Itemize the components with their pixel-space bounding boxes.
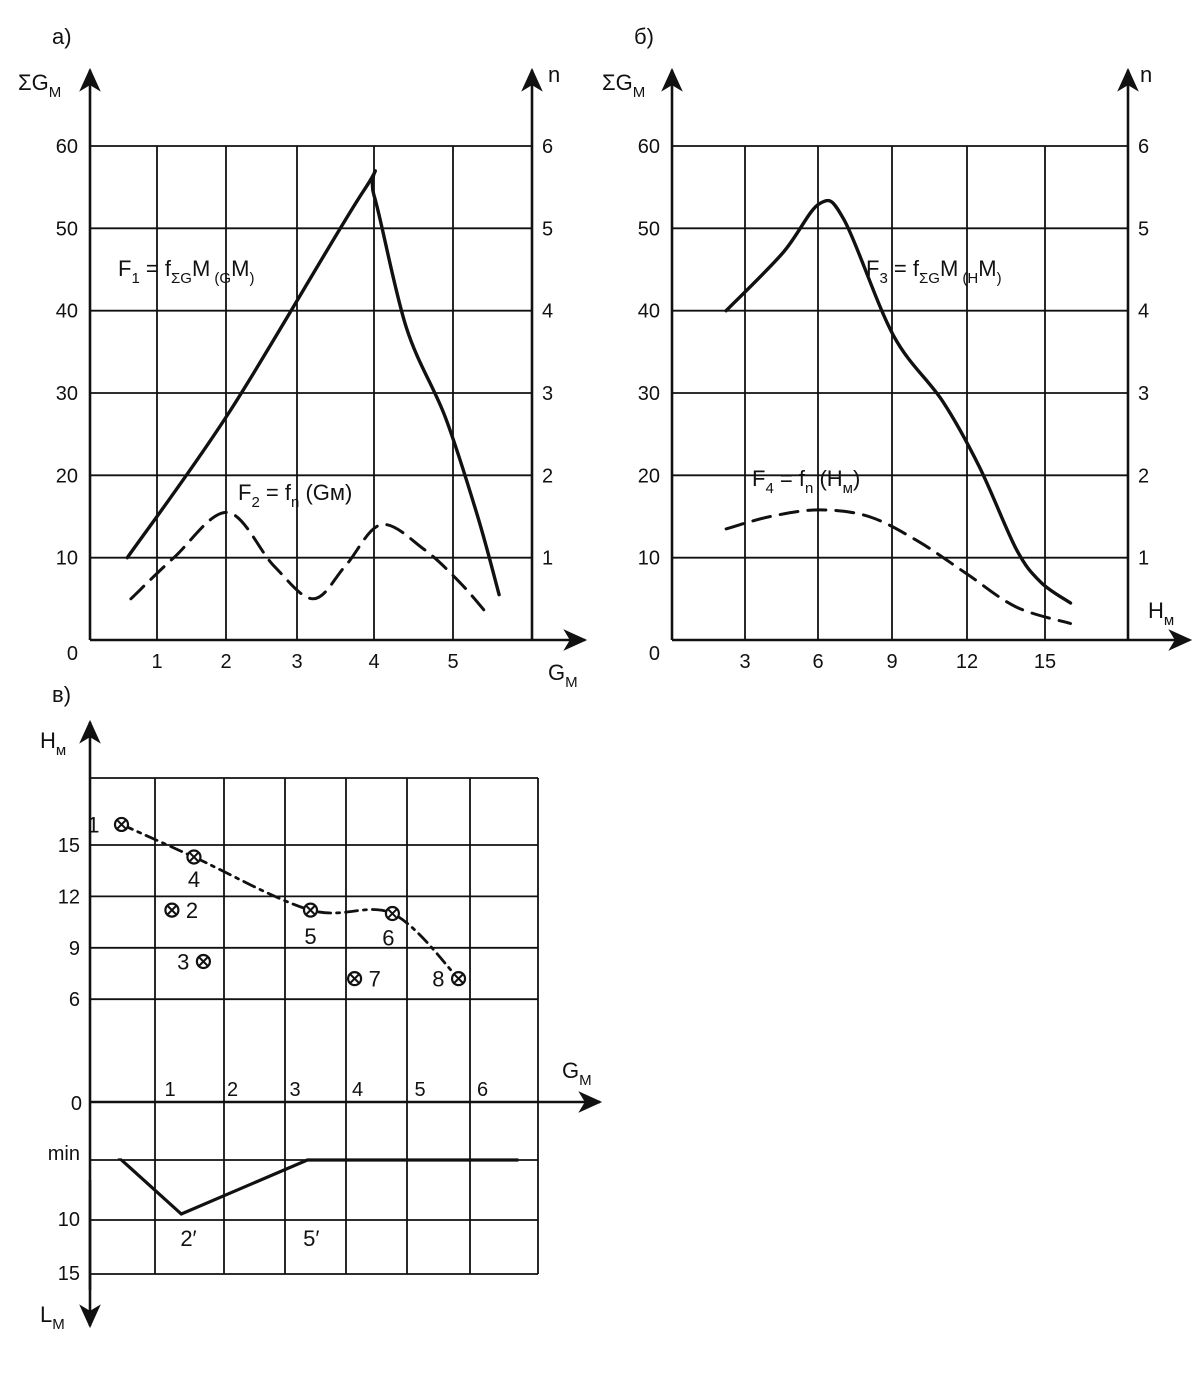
x-tick-label: 1 (164, 1079, 175, 1101)
series-line-solid (125, 169, 501, 597)
y-left-tick-label: 40 (56, 301, 78, 323)
y-left-tick-label: 50 (638, 218, 660, 240)
y-right-tick-label: 2 (1138, 465, 1149, 487)
panel-label: б) (634, 24, 654, 49)
x-tick-label: 3 (739, 651, 750, 673)
y-left-tick-label: 10 (56, 548, 78, 570)
series-line-dashed (129, 510, 490, 617)
y-right-axis-title: n (1140, 62, 1152, 87)
data-point-cross (166, 904, 178, 916)
origin-label: 0 (71, 1093, 82, 1115)
series-label: F2 = fn (Gм) (238, 480, 352, 511)
y-left-tick-label: 40 (638, 301, 660, 323)
y-right-tick-label: 4 (1138, 301, 1149, 323)
y-right-axis-title: n (548, 62, 560, 87)
x-tick-label: 4 (352, 1079, 363, 1101)
data-point-cross (198, 956, 209, 967)
x-tick-label: 5 (414, 1079, 425, 1101)
point-label: 8 (432, 967, 444, 992)
y-right-tick-label: 5 (542, 218, 553, 240)
y-right-tick-label: 1 (1138, 548, 1149, 570)
series-label: F3 = fΣGМ (HМ) (866, 256, 1002, 287)
x-axis-title: GМ (548, 660, 578, 691)
point-label: 6 (382, 926, 394, 951)
x-axis-title: GМ (562, 1058, 592, 1089)
y-top-tick-label: 6 (69, 989, 80, 1011)
x-tick-label: 9 (886, 651, 897, 673)
y-right-tick-label: 1 (542, 548, 553, 570)
y-right-tick-label: 5 (1138, 218, 1149, 240)
series-label: F4 = fn (Hм) (752, 466, 860, 497)
data-point-cross (188, 851, 200, 863)
y-left-tick-label: 30 (638, 383, 660, 405)
x-tick-label: 5 (447, 651, 458, 673)
data-point-cross (305, 904, 316, 916)
y-right-tick-label: 6 (542, 136, 553, 158)
step-label: 5′ (303, 1226, 319, 1251)
x-tick-label: 3 (289, 1079, 300, 1101)
panel-label: в) (52, 682, 71, 707)
y-bottom-axis-title: LМ (40, 1302, 65, 1333)
x-tick-label: 2 (227, 1079, 238, 1101)
y-right-tick-label: 3 (542, 383, 553, 405)
y-left-tick-label: 20 (56, 465, 78, 487)
origin-label: 0 (649, 643, 660, 665)
x-tick-label: 12 (956, 651, 978, 673)
y-top-tick-label: 12 (58, 886, 80, 908)
y-right-tick-label: 4 (542, 301, 553, 323)
y-left-tick-label: 30 (56, 383, 78, 405)
point-label: 3 (177, 950, 189, 975)
data-point-cross (387, 908, 398, 919)
x-tick-label: 4 (368, 651, 379, 673)
step-line (117, 1158, 519, 1216)
x-tick-label: 6 (812, 651, 823, 673)
series-label: F1 = fΣGМ (GМ) (118, 256, 254, 287)
dash-dot-path (120, 823, 460, 980)
series-line-dashed (724, 508, 1072, 625)
y-left-tick-label: 50 (56, 218, 78, 240)
point-label: 2 (186, 898, 198, 923)
point-label: 7 (369, 967, 381, 992)
y-left-axis-title: ΣGМ (602, 70, 645, 101)
x-tick-label: 6 (477, 1079, 488, 1101)
y-left-axis-title: ΣGМ (18, 70, 61, 101)
point-label: 4 (188, 867, 200, 892)
data-point-cross (453, 973, 464, 984)
y-bottom-tick-label: 10 (58, 1209, 80, 1231)
x-axis-title: Hм (1148, 598, 1174, 629)
x-tick-label: 1 (151, 651, 162, 673)
y-left-tick-label: 20 (638, 465, 660, 487)
y-left-tick-label: 60 (638, 136, 660, 158)
y-top-tick-label: 15 (58, 835, 80, 857)
x-tick-label: 3 (291, 651, 302, 673)
y-right-tick-label: 6 (1138, 136, 1149, 158)
y-left-tick-label: 60 (56, 136, 78, 158)
y-bottom-tick-label: min (48, 1143, 80, 1165)
panel-label: а) (52, 24, 72, 49)
series-line-solid (724, 198, 1073, 605)
data-point-cross (116, 819, 127, 830)
y-top-tick-label: 9 (69, 938, 80, 960)
x-tick-label: 2 (220, 651, 231, 673)
y-left-tick-label: 10 (638, 548, 660, 570)
y-right-tick-label: 3 (1138, 383, 1149, 405)
origin-label: 0 (67, 643, 78, 665)
point-label: 1 (87, 812, 99, 837)
data-point-cross (349, 973, 360, 984)
step-label: 2′ (180, 1226, 196, 1251)
point-label: 5 (304, 924, 316, 949)
x-tick-label: 15 (1034, 651, 1056, 673)
y-top-axis-title: Hм (40, 728, 66, 759)
y-right-tick-label: 2 (542, 465, 553, 487)
y-bottom-tick-label: 15 (58, 1263, 80, 1285)
